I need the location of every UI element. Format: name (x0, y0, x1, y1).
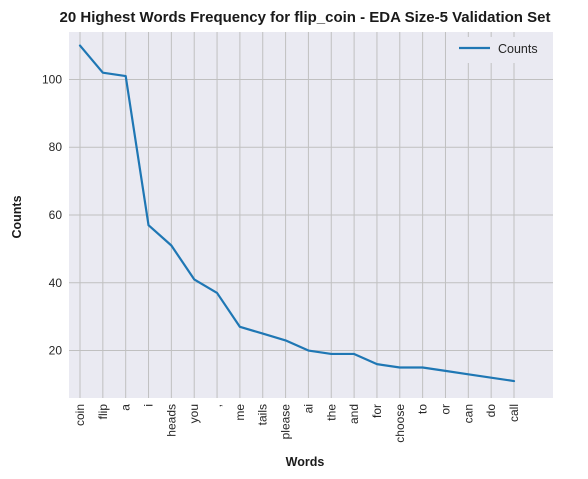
x-tick-label: i (142, 404, 156, 407)
x-tick-label: the (324, 404, 338, 421)
x-axis-ticks: coin flip a i heads you, me tails please ai the and… (73, 404, 521, 443)
legend-label-counts: Counts (498, 42, 538, 56)
x-tick-label: please (279, 404, 293, 440)
grid (69, 32, 553, 398)
y-tick-label: 20 (49, 344, 63, 358)
y-tick-label: 100 (42, 72, 62, 86)
x-tick-label: me (233, 404, 247, 421)
y-axis-label: Counts (10, 195, 24, 238)
legend-box (448, 37, 548, 63)
series-layer (78, 44, 516, 383)
y-tick-label: 60 (49, 208, 63, 222)
y-tick-label: 80 (49, 140, 63, 154)
x-tick-label: coin (73, 404, 87, 426)
x-tick-label: you (187, 404, 201, 423)
x-tick-label: flip (96, 404, 110, 420)
x-tick-label: to (416, 404, 430, 414)
x-tick-label: or (438, 404, 452, 415)
x-tick-label: choose (393, 404, 407, 443)
y-axis-ticks: 20 40 60 80 100 (42, 72, 62, 357)
x-tick-label: , (210, 404, 224, 407)
x-tick-label: heads (164, 404, 178, 437)
x-tick-label: and (347, 404, 361, 424)
chart-title: 20 Highest Words Frequency for flip_coin… (60, 9, 551, 26)
x-tick-label: tails (256, 404, 270, 425)
x-tick-label: call (507, 404, 521, 422)
x-tick-label: a (119, 404, 133, 411)
x-tick-label: can (461, 404, 475, 423)
y-tick-label: 40 (49, 276, 63, 290)
x-tick-label: for (370, 404, 384, 418)
x-tick-label: ai (301, 404, 315, 413)
x-axis-label: Words (286, 455, 325, 469)
legend: Counts (448, 37, 548, 63)
series-line-counts (78, 44, 516, 383)
x-tick-label: do (484, 404, 498, 418)
